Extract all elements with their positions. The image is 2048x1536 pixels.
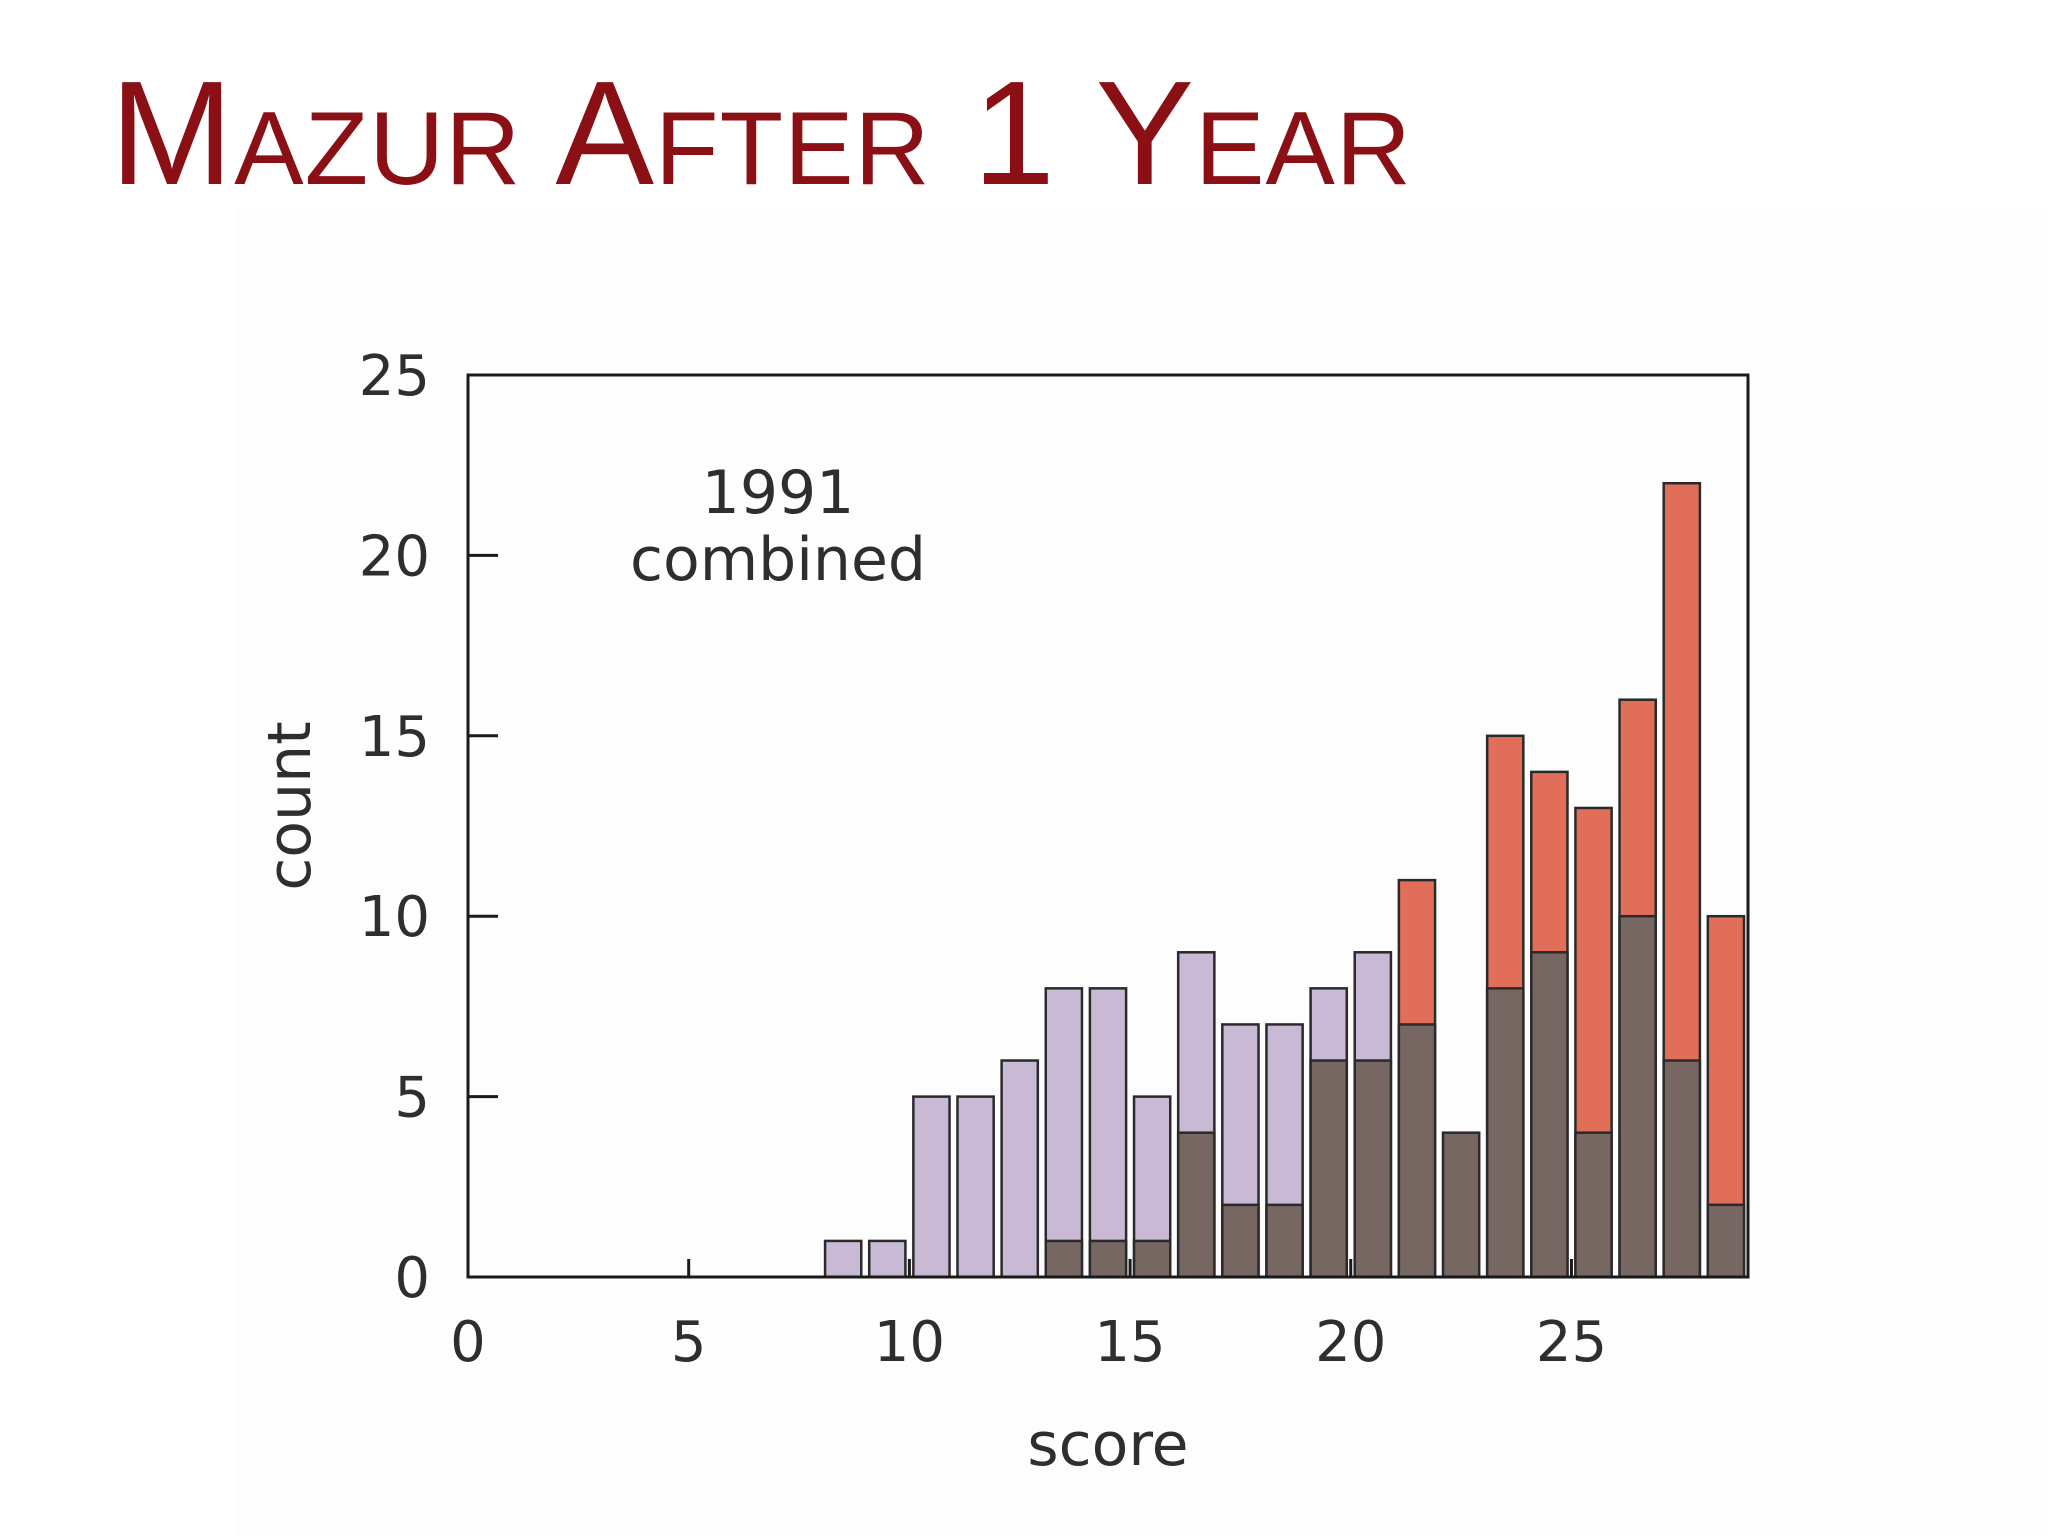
y-axis-title: count <box>255 721 325 890</box>
bar-series-1 <box>956 1095 995 1279</box>
y-tick-label: 15 <box>359 705 430 770</box>
bar-series-1 <box>912 1095 951 1279</box>
y-tick-label: 10 <box>359 885 430 950</box>
ticks-layer: 0 5 10 15 20 25 0 5 10 15 20 25 <box>359 344 1607 1375</box>
slide-title: Mazur After 1 Year <box>110 51 1413 216</box>
bar-overlap <box>1618 914 1658 1279</box>
bar-overlap <box>1485 987 1525 1279</box>
bar-overlap <box>1221 1203 1260 1279</box>
x-tick-label: 0 <box>450 1310 486 1375</box>
bar-overlap <box>1309 1059 1349 1279</box>
y-tick-label: 0 <box>394 1246 430 1311</box>
bars-layer <box>823 481 1746 1279</box>
bar-series-1 <box>1044 987 1084 1279</box>
bar-overlap <box>1530 951 1569 1279</box>
bar-overlap <box>1176 1131 1216 1279</box>
x-tick-label: 5 <box>671 1310 707 1375</box>
bar-overlap <box>1044 1239 1084 1279</box>
y-tick-label: 20 <box>359 524 430 589</box>
x-axis-title: score <box>1027 1410 1188 1480</box>
y-tick-label: 5 <box>394 1066 430 1131</box>
bar-overlap <box>1662 1059 1702 1279</box>
bar-overlap <box>1574 1131 1613 1279</box>
annotation-line-2: combined <box>630 525 926 595</box>
annotation-line-1: 1991 <box>702 458 855 528</box>
bar-overlap <box>1706 1203 1746 1279</box>
chart-panel: 0 5 10 15 20 25 0 5 10 15 20 25 1991 combined score… <box>238 208 2048 1536</box>
x-tick-label: 15 <box>1094 1310 1165 1375</box>
y-tick-label: 25 <box>359 344 430 409</box>
bar-series-1 <box>1088 987 1128 1279</box>
plot-frame <box>466 373 1750 1279</box>
bar-series-1 <box>867 1239 907 1279</box>
bar-series-1 <box>823 1239 863 1279</box>
bar-series-1 <box>1000 1059 1040 1279</box>
histogram-chart: 0 5 10 15 20 25 0 5 10 15 20 25 1991 combined score… <box>255 344 1750 1480</box>
x-tick-label: 20 <box>1315 1310 1386 1375</box>
bar-overlap <box>1088 1239 1128 1279</box>
bar-overlap <box>1132 1239 1172 1279</box>
bar-overlap <box>1397 1023 1437 1279</box>
x-tick-label: 10 <box>874 1310 945 1375</box>
x-tick-label: 25 <box>1536 1310 1607 1375</box>
bar-overlap <box>1441 1131 1481 1279</box>
bar-overlap <box>1353 1059 1393 1279</box>
bar-overlap <box>1265 1203 1304 1279</box>
